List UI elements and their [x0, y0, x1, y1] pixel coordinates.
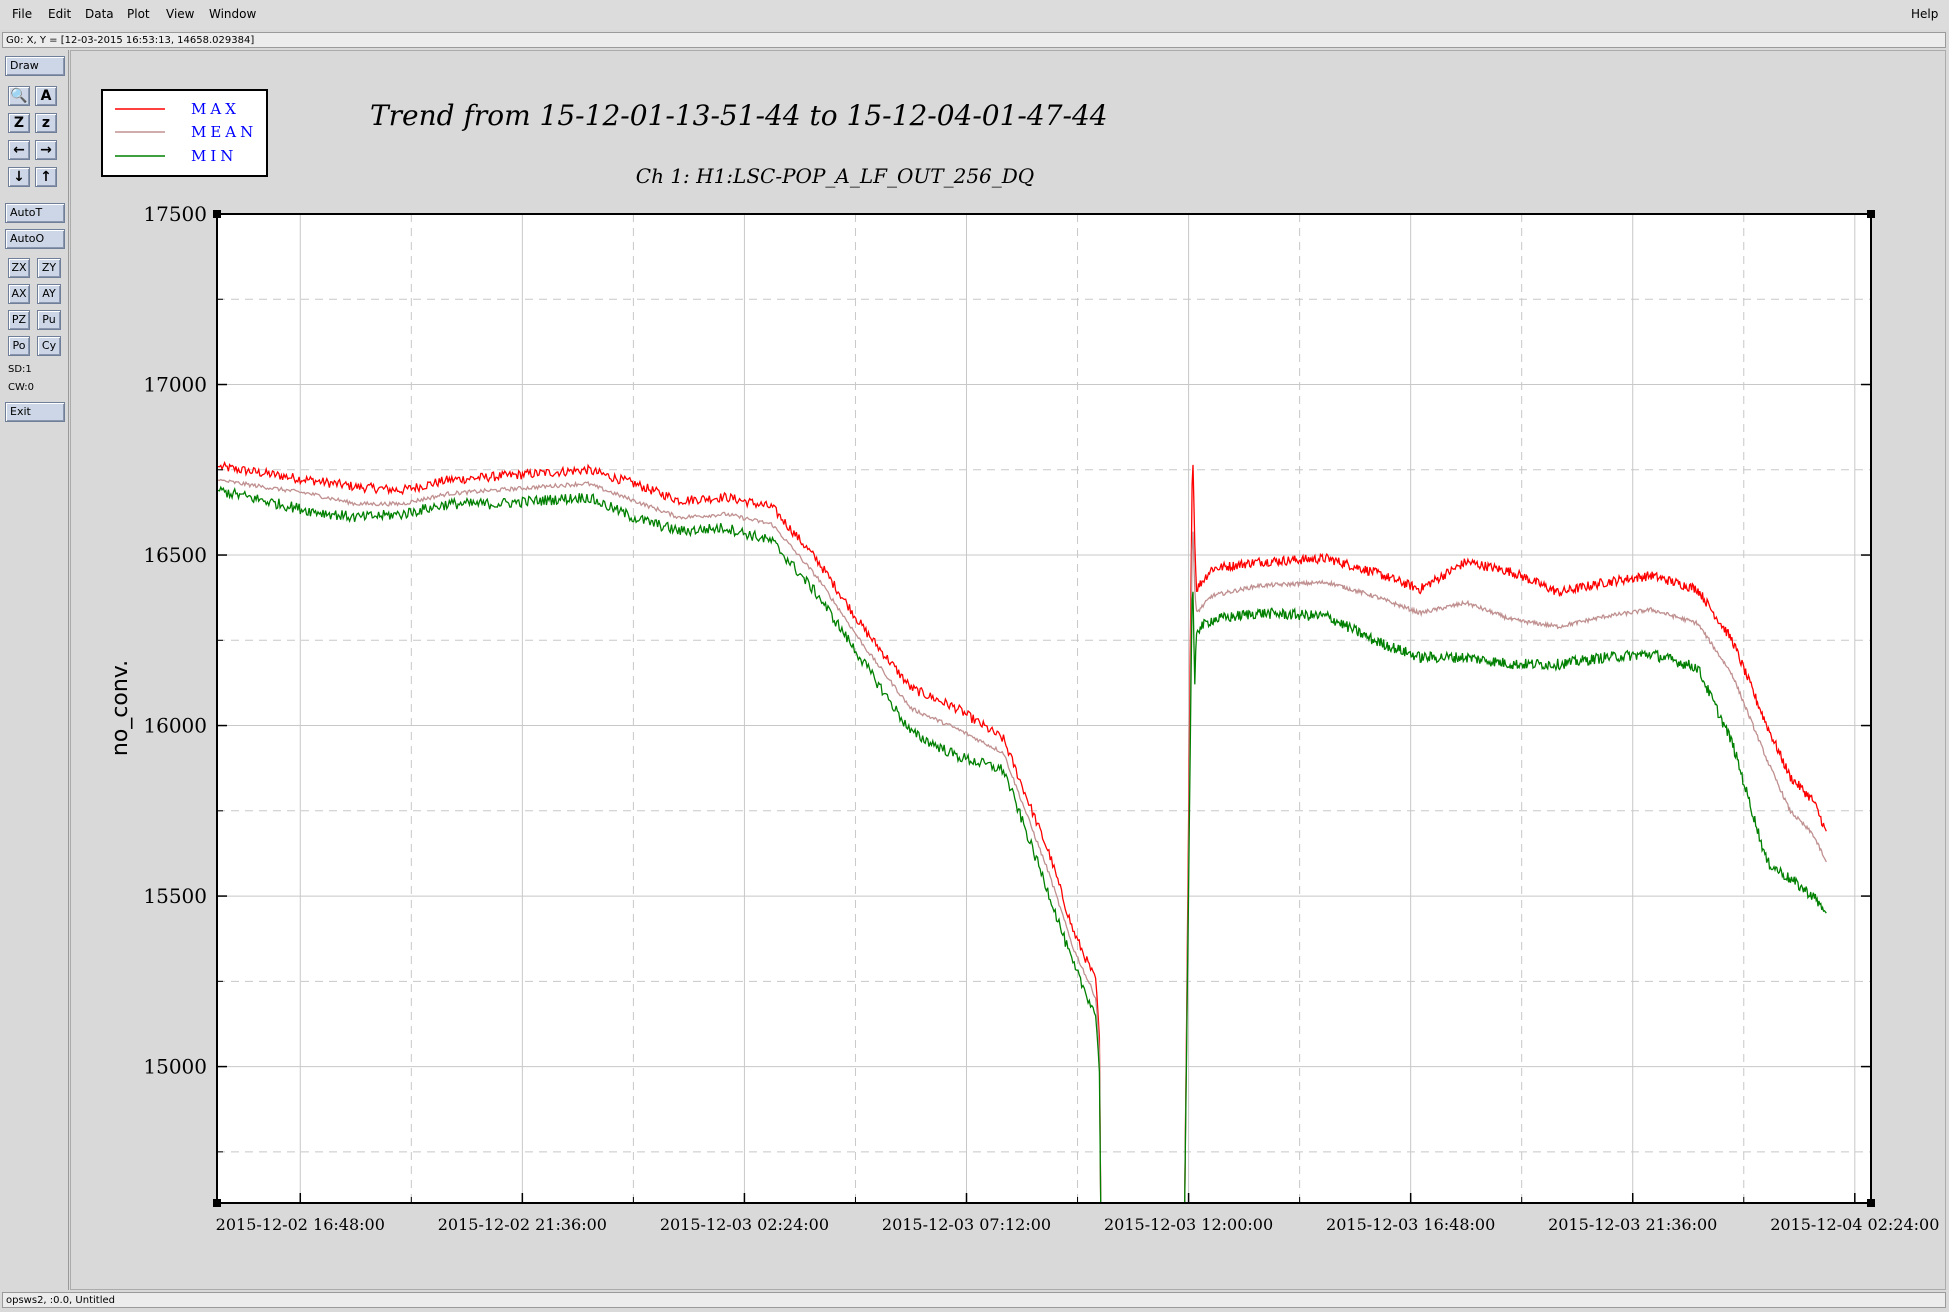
- plot-frame: [216, 213, 1872, 1204]
- pu-button[interactable]: Pu: [37, 310, 61, 330]
- coordinate-readout: G0: X, Y = [12-03-2015 16:53:13, 14658.0…: [2, 32, 1946, 48]
- menu-view[interactable]: View: [166, 7, 195, 21]
- legend-box: [101, 89, 268, 177]
- y-tick-label: 15500: [143, 884, 207, 908]
- corner-marker: [213, 1199, 221, 1207]
- series-line-min: [217, 485, 1102, 1203]
- autoo-button[interactable]: AutoO: [5, 229, 65, 249]
- exit-button[interactable]: Exit: [5, 402, 65, 422]
- y-tick-label: 15000: [143, 1055, 207, 1079]
- arrow-left-icon[interactable]: ←: [8, 140, 30, 160]
- series-line-max: [217, 460, 1102, 1203]
- x-axis-ticks: 2015-12-02 16:48:00 2015-12-02 21:36:00 20…: [216, 1193, 1939, 1234]
- corner-marker: [1867, 1199, 1875, 1207]
- menu-data[interactable]: Data: [85, 7, 114, 21]
- menu-window[interactable]: Window: [209, 7, 257, 21]
- y-axis-ticks: 15000 15500 16000 16500 17000 17500: [143, 202, 1871, 1153]
- grid: [217, 213, 1871, 1203]
- text-tool-icon[interactable]: A: [35, 86, 57, 106]
- x-tick-label: 2015-12-03 02:24:00: [660, 1215, 829, 1234]
- x-tick-label: 2015-12-03 21:36:00: [1548, 1215, 1717, 1234]
- zoom-in-icon[interactable]: Z: [8, 113, 30, 133]
- y-axis-label: no_conv.: [108, 660, 133, 756]
- x-tick-label: 2015-12-02 21:36:00: [438, 1215, 607, 1234]
- tool-sidebar: Draw 🔍 A Z z ← → ↓ ↑ AutoT AutoO ZX ZY A…: [0, 50, 69, 1290]
- y-tick-label: 16000: [143, 714, 207, 738]
- pz-button[interactable]: PZ: [8, 310, 30, 330]
- cy-button[interactable]: Cy: [37, 336, 61, 356]
- menu-plot[interactable]: Plot: [127, 7, 150, 21]
- legend-label-mean: MEAN: [191, 123, 257, 141]
- x-tick-label: 2015-12-03 16:48:00: [1326, 1215, 1495, 1234]
- series-line-max: [1184, 464, 1827, 1203]
- y-tick-label: 17000: [143, 373, 207, 397]
- legend-label-min: MIN: [191, 147, 237, 165]
- series-line-mean: [217, 478, 1102, 1203]
- draw-button[interactable]: Draw: [5, 56, 65, 76]
- arrow-up-icon[interactable]: ↑: [35, 167, 57, 187]
- menu-bar: File Edit Data Plot View Window Help: [0, 0, 1949, 30]
- zoom-out-icon[interactable]: z: [35, 113, 57, 133]
- plot-area[interactable]: [217, 214, 1871, 1203]
- y-tick-label: 17500: [143, 202, 207, 226]
- ay-button[interactable]: AY: [37, 284, 61, 304]
- po-button[interactable]: Po: [8, 336, 30, 356]
- series-line-min: [1184, 591, 1827, 1203]
- autot-button[interactable]: AutoT: [5, 203, 65, 223]
- menu-edit[interactable]: Edit: [48, 7, 72, 21]
- x-tick-label: 2015-12-03 12:00:00: [1104, 1215, 1273, 1234]
- status-bar: opsws2, :0.0, Untitled: [2, 1292, 1946, 1308]
- arrow-down-icon[interactable]: ↓: [8, 167, 30, 187]
- cw-label: CW:0: [8, 382, 35, 393]
- menu-help[interactable]: Help: [1911, 7, 1939, 21]
- series-line-mean: [1184, 531, 1827, 1203]
- zoom-icon[interactable]: 🔍: [8, 86, 30, 106]
- plot-panel[interactable]: MAX MEAN MIN Trend from 15-12-01-13-51-4…: [70, 50, 1946, 1290]
- menu-file[interactable]: File: [12, 7, 33, 21]
- trend-chart[interactable]: MAX MEAN MIN Trend from 15-12-01-13-51-4…: [71, 51, 1945, 1289]
- chart-subtitle: Ch 1: H1:LSC-POP_A_LF_OUT_256_DQ: [636, 164, 1034, 188]
- arrow-right-icon[interactable]: →: [35, 140, 57, 160]
- x-tick-label: 2015-12-03 07:12:00: [882, 1215, 1051, 1234]
- y-tick-label: 16500: [143, 543, 207, 567]
- ax-button[interactable]: AX: [8, 284, 30, 304]
- legend-label-max: MAX: [191, 100, 240, 118]
- x-tick-label: 2015-12-02 16:48:00: [216, 1215, 385, 1234]
- series-group: [217, 460, 1827, 1203]
- zy-button[interactable]: ZY: [37, 258, 61, 278]
- chart-title: Trend from 15-12-01-13-51-44 to 15-12-04…: [370, 99, 1108, 132]
- x-tick-label: 2015-12-04 02:24:00: [1770, 1215, 1939, 1234]
- zx-button[interactable]: ZX: [8, 258, 30, 278]
- sd-label: SD:1: [8, 364, 32, 375]
